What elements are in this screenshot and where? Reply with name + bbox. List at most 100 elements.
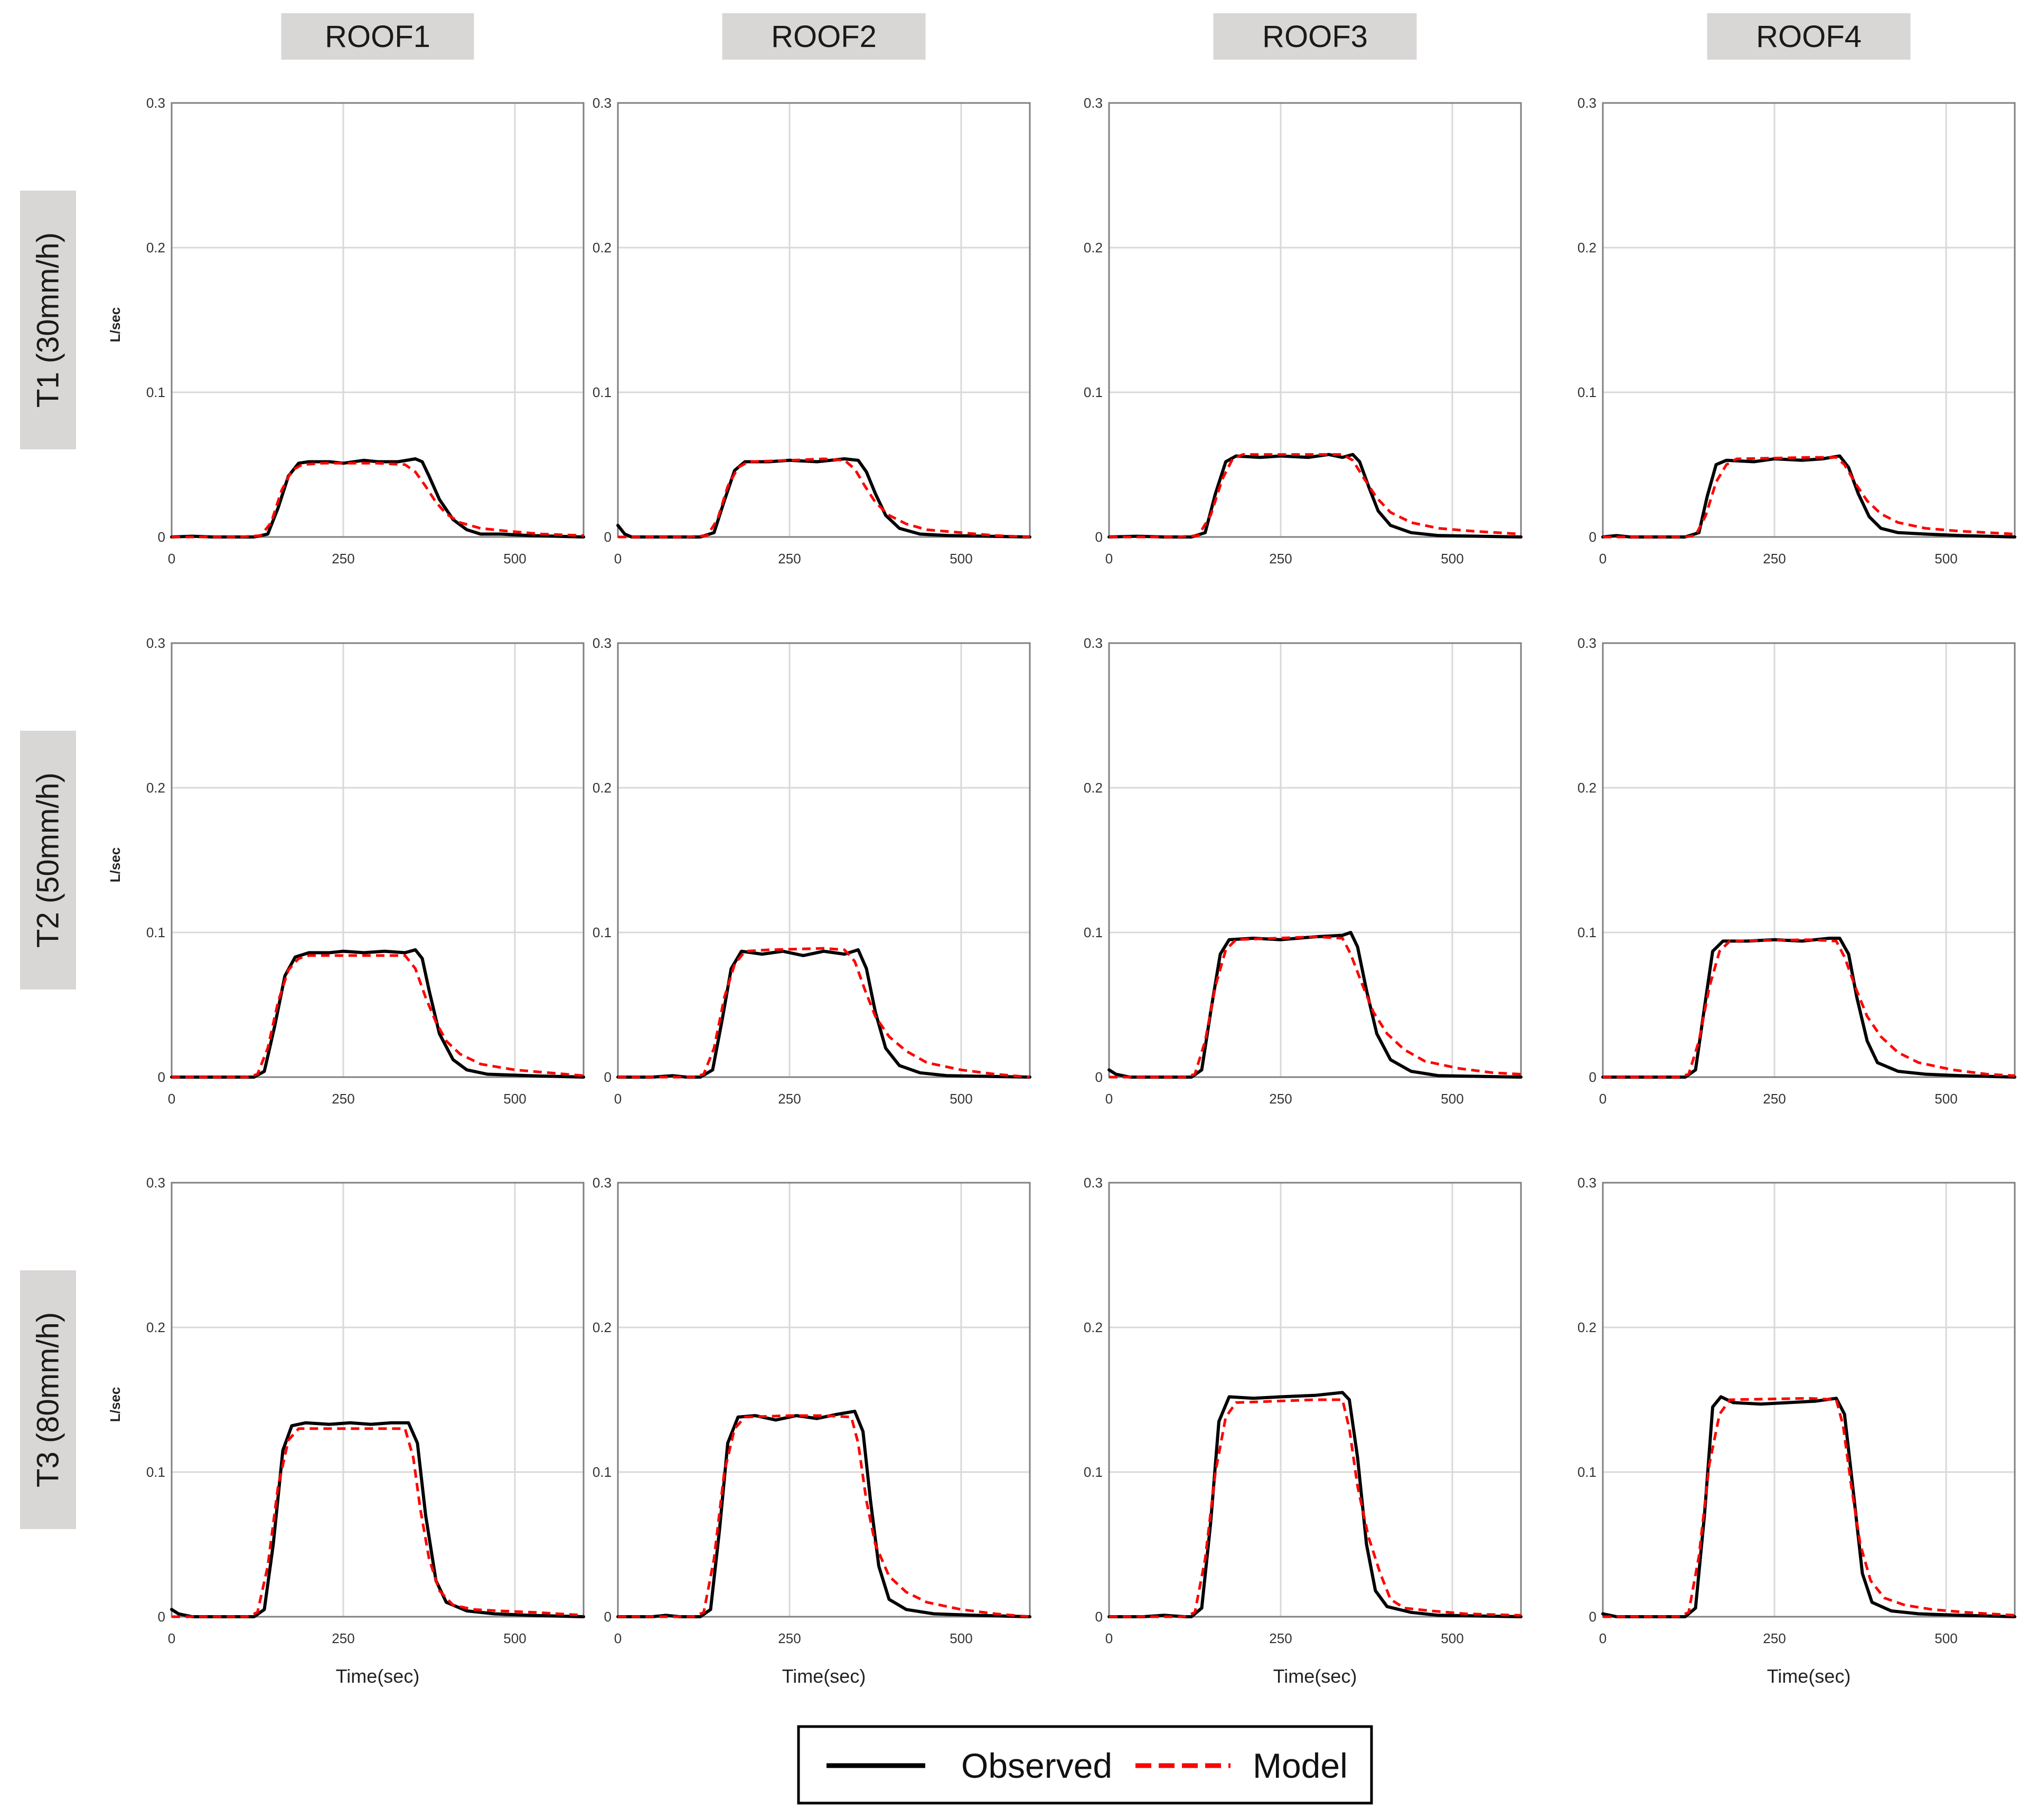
x-tick-label: 500 — [1441, 1630, 1463, 1646]
series-line-observed — [616, 1409, 1031, 1618]
chart-panel: 0 0.1 0.2 0.3 0 250 500 L/sec Time(sec) — [107, 1175, 585, 1687]
chart-panel: 0 0.1 0.2 0.3 0 250 500 L/sec — [107, 95, 585, 567]
chart-panel: 0 0.1 0.2 0.3 0 250 500 — [593, 635, 1031, 1107]
x-axis-label: Time(sec) — [1767, 1665, 1851, 1687]
column-header-label: ROOF1 — [325, 20, 430, 54]
series-line-observed — [170, 948, 585, 1079]
series-line-observed — [170, 1421, 585, 1618]
chart-panel: 0 0.1 0.2 0.3 0 250 500 — [1577, 635, 2016, 1107]
x-axis-label: Time(sec) — [336, 1665, 420, 1687]
plot-frame — [171, 102, 585, 538]
y-tick-label: 0 — [604, 1069, 612, 1085]
y-tick-label: 0.1 — [1084, 925, 1103, 940]
column-header-box — [1213, 13, 1417, 60]
row-header-label: T1 (30mm/h) — [31, 232, 65, 408]
x-tick-label: 500 — [950, 551, 972, 567]
x-tick-label: 0 — [1599, 1630, 1607, 1646]
y-tick-label: 0.1 — [593, 925, 612, 940]
x-tick-label: 250 — [1269, 1091, 1292, 1107]
y-tick-label: 0.1 — [146, 925, 165, 940]
x-tick-label: 500 — [1934, 1091, 1957, 1107]
series-line-model — [618, 457, 1030, 539]
x-tick-label: 500 — [1441, 551, 1463, 567]
y-tick-label: 0.1 — [1084, 384, 1103, 400]
series-line-model — [1109, 453, 1522, 539]
y-tick-label: 0.1 — [1577, 384, 1596, 400]
y-tick-label: 0 — [1095, 529, 1103, 545]
y-tick-label: 0.2 — [1577, 780, 1596, 796]
series-line-observed — [616, 948, 1031, 1079]
column-header-label: ROOF3 — [1262, 20, 1368, 54]
x-tick-label: 0 — [168, 1091, 175, 1107]
y-tick-label: 0.2 — [1084, 240, 1103, 256]
x-tick-label: 0 — [1105, 1630, 1113, 1646]
x-tick-label: 250 — [1763, 1630, 1786, 1646]
x-tick-label: 250 — [778, 1091, 801, 1107]
y-tick-label: 0 — [1589, 1069, 1596, 1085]
x-tick-label: 250 — [778, 1630, 801, 1646]
series-line-model — [1603, 1397, 2015, 1618]
series-line-observed — [1601, 937, 2016, 1079]
x-tick-label: 500 — [950, 1630, 972, 1646]
column-header-box — [1707, 13, 1911, 60]
x-axis-label: Time(sec) — [782, 1665, 866, 1687]
legend-label-observed: Observed — [961, 1746, 1112, 1785]
x-tick-label: 500 — [1934, 1630, 1957, 1646]
plot-frame — [171, 642, 585, 1078]
legend: Observed Model — [797, 1725, 1373, 1805]
y-tick-label: 0.3 — [593, 1175, 612, 1191]
x-tick-label: 250 — [332, 551, 354, 567]
plot-frame — [1602, 102, 2016, 538]
x-axis-label: Time(sec) — [1273, 1665, 1357, 1687]
y-axis-label: L/sec — [107, 307, 123, 343]
x-tick-label: 250 — [1269, 551, 1292, 567]
legend-label-model: Model — [1253, 1746, 1348, 1785]
y-tick-label: 0 — [158, 529, 165, 545]
series-line-observed — [1107, 931, 1523, 1079]
plot-frame — [617, 642, 1031, 1078]
y-tick-label: 0.3 — [593, 635, 612, 651]
x-tick-label: 250 — [332, 1091, 354, 1107]
y-tick-label: 0.3 — [1577, 635, 1596, 651]
y-tick-label: 0.1 — [593, 1464, 612, 1480]
plot-frame — [1602, 1182, 2016, 1618]
y-tick-label: 0 — [1095, 1609, 1103, 1625]
y-tick-label: 0.2 — [593, 780, 612, 796]
x-tick-label: 0 — [614, 551, 622, 567]
x-tick-label: 500 — [950, 1091, 972, 1107]
row-header-box — [20, 731, 76, 989]
x-tick-label: 0 — [614, 1630, 622, 1646]
series-line-observed — [170, 457, 585, 539]
y-tick-label: 0.2 — [1577, 240, 1596, 256]
series-line-model — [618, 947, 1030, 1079]
x-tick-label: 500 — [503, 551, 526, 567]
row-header-label: T2 (50mm/h) — [31, 772, 65, 948]
chart-panel: 0 0.1 0.2 0.3 0 250 500 — [1577, 95, 2016, 567]
y-tick-label: 0.3 — [146, 635, 165, 651]
series-line-observed — [1601, 1395, 2016, 1618]
y-tick-label: 0.1 — [1577, 1464, 1596, 1480]
y-tick-label: 0.3 — [146, 1175, 165, 1191]
chart-panel: 0 0.1 0.2 0.3 0 250 500 Time(sec) — [1577, 1175, 2016, 1687]
x-tick-label: 250 — [332, 1630, 354, 1646]
x-tick-label: 0 — [168, 551, 175, 567]
row-header-box — [20, 191, 76, 449]
y-tick-label: 0.2 — [146, 780, 165, 796]
series-line-model — [172, 954, 584, 1079]
series-line-model — [1603, 938, 2015, 1079]
x-tick-label: 250 — [1763, 1091, 1786, 1107]
y-tick-label: 0.2 — [1084, 1319, 1103, 1335]
y-tick-label: 0 — [1589, 529, 1596, 545]
y-tick-label: 0 — [158, 1069, 165, 1085]
y-tick-label: 0.3 — [1084, 635, 1103, 651]
x-tick-label: 0 — [614, 1091, 622, 1107]
y-tick-label: 0.3 — [1577, 95, 1596, 111]
x-tick-label: 500 — [503, 1630, 526, 1646]
x-tick-label: 0 — [1599, 551, 1607, 567]
y-tick-label: 0.2 — [146, 240, 165, 256]
y-axis-label: L/sec — [107, 847, 123, 883]
series-line-model — [1109, 935, 1522, 1079]
y-tick-label: 0.2 — [593, 1319, 612, 1335]
row-header-label: T3 (80mm/h) — [31, 1312, 65, 1487]
